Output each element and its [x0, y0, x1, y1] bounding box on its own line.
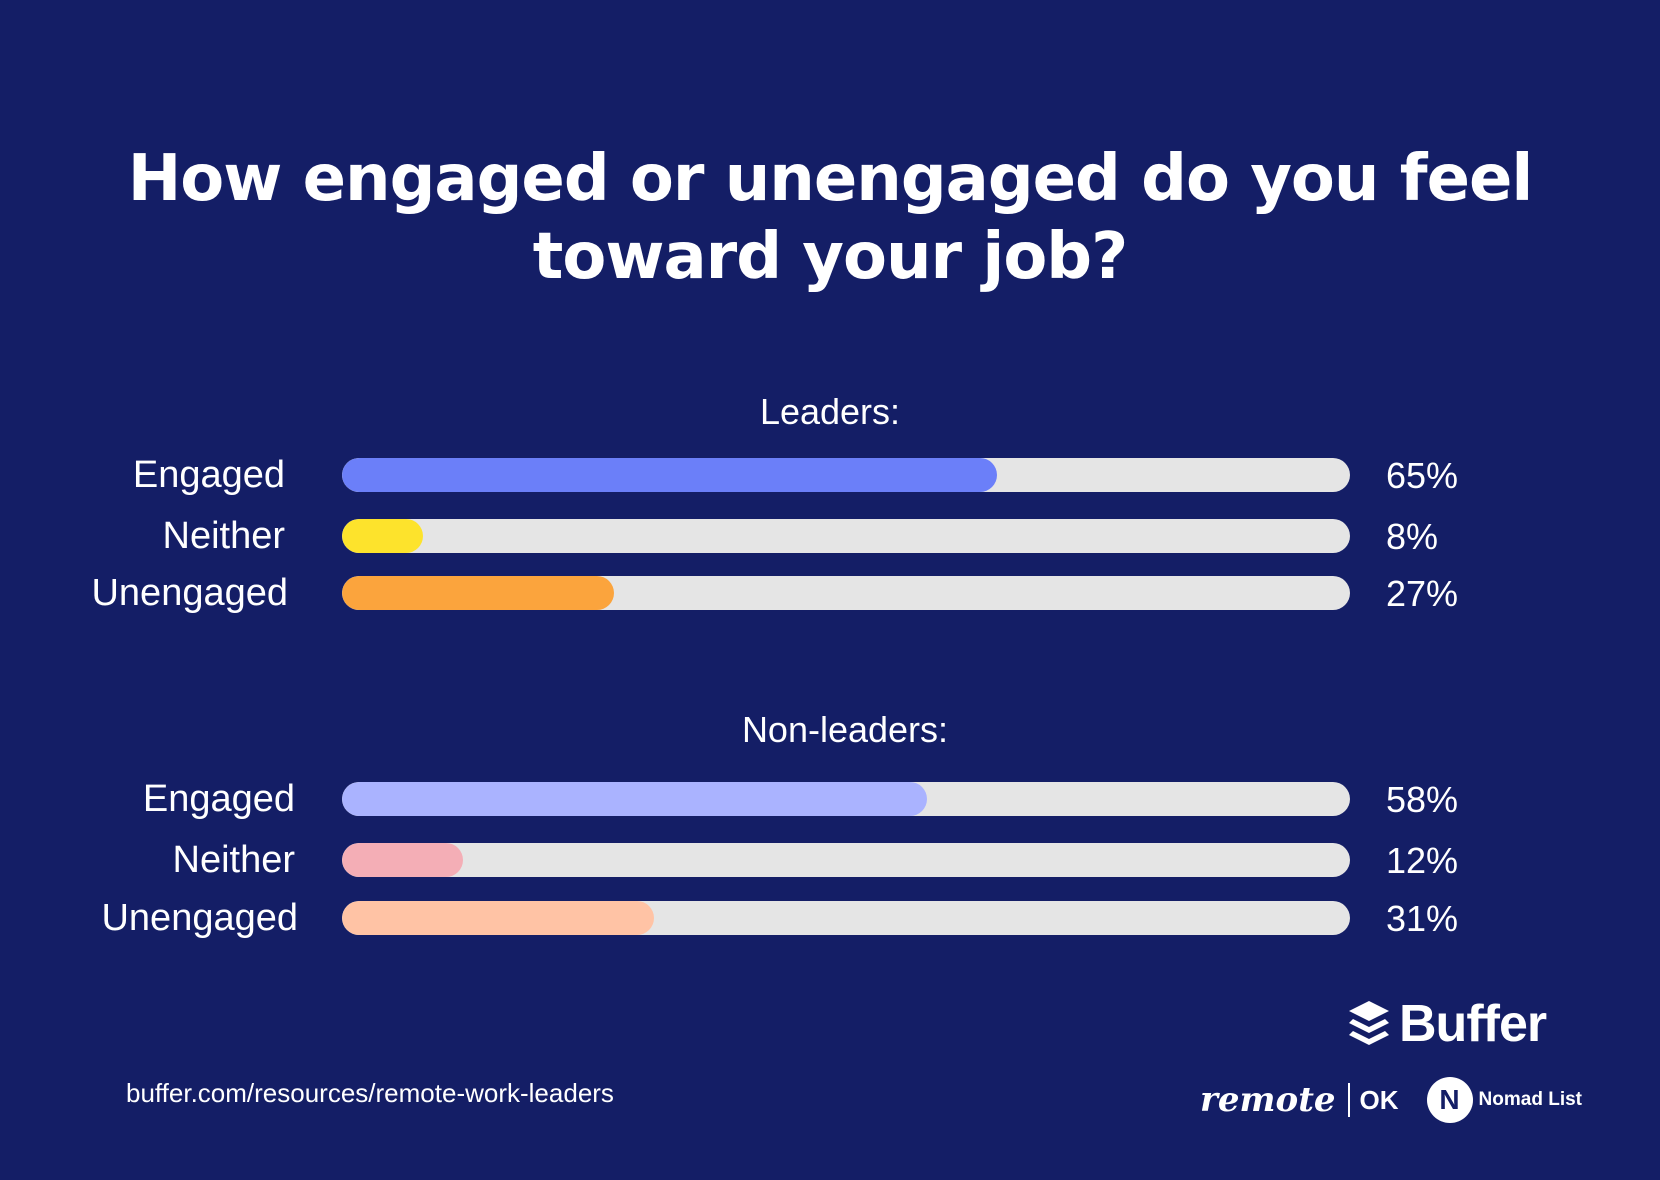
category-label-leaders-engaged: Engaged [132, 454, 285, 496]
category-label-non-leaders-engaged: Engaged [142, 778, 295, 820]
bar-non-leaders-engaged [342, 782, 927, 816]
bar-leaders-unengaged [342, 576, 614, 610]
bar-track-leaders-neither [342, 519, 1350, 553]
chart-title-line-1: How engaged or unengaged do you feel [127, 142, 1534, 216]
bar-non-leaders-unengaged [342, 901, 654, 935]
category-label-leaders-unengaged: Unengaged [91, 572, 288, 614]
chart-title-line-2: toward your job? [532, 220, 1128, 294]
value-label-leaders-engaged: 65% [1386, 455, 1459, 496]
bar-track-non-leaders-engaged [342, 782, 1350, 816]
buffer-logo: Buffer [1347, 995, 1547, 1053]
bar-leaders-neither [342, 519, 423, 553]
divider [1347, 1083, 1350, 1117]
remote-ok-wordmark: remote [1200, 1080, 1336, 1120]
bar-track-non-leaders-neither [342, 843, 1350, 877]
group-label-leaders: Leaders: [759, 391, 901, 432]
value-label-non-leaders-neither: 12% [1386, 840, 1459, 881]
value-label-leaders-neither: 8% [1386, 516, 1439, 557]
ok-wordmark: OK [1359, 1084, 1399, 1115]
category-label-non-leaders-neither: Neither [172, 839, 296, 881]
bar-non-leaders-neither [342, 843, 463, 877]
nomad-list-wordmark: Nomad List [1478, 1089, 1582, 1110]
value-label-leaders-unengaged: 27% [1386, 573, 1459, 614]
bar-track-leaders-unengaged [342, 576, 1350, 610]
group-label-non-leaders: Non-leaders: [741, 709, 949, 750]
buffer-layers-icon [1349, 1001, 1389, 1045]
buffer-wordmark: Buffer [1399, 995, 1547, 1053]
partner-logos: remote OK N Nomad List [1200, 1076, 1582, 1124]
bar-track-leaders-engaged [342, 458, 1350, 492]
nomad-list-icon: N [1426, 1077, 1473, 1123]
value-label-non-leaders-unengaged: 31% [1386, 898, 1459, 939]
value-label-non-leaders-engaged: 58% [1386, 779, 1459, 820]
source-url: buffer.com/resources/remote-work-leaders [126, 1078, 614, 1108]
bar-track-non-leaders-unengaged [342, 901, 1350, 935]
category-label-non-leaders-unengaged: Unengaged [101, 897, 298, 939]
bar-leaders-engaged [342, 458, 997, 492]
category-label-leaders-neither: Neither [162, 515, 286, 557]
chart-title: How engaged or unengaged do you feel tow… [0, 140, 1660, 296]
